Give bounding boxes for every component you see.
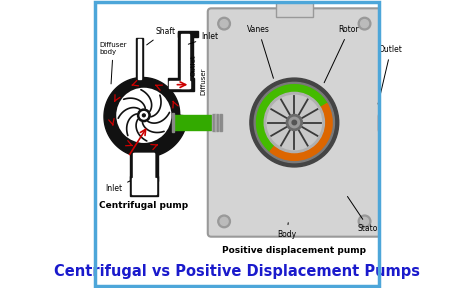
Polygon shape bbox=[380, 114, 381, 131]
Text: Stator: Stator bbox=[347, 196, 381, 233]
Polygon shape bbox=[382, 114, 383, 131]
Polygon shape bbox=[134, 153, 154, 180]
Circle shape bbox=[292, 120, 297, 125]
Text: Positive displacement pump: Positive displacement pump bbox=[222, 246, 366, 255]
Circle shape bbox=[116, 87, 172, 143]
Polygon shape bbox=[378, 114, 380, 131]
Polygon shape bbox=[129, 176, 158, 196]
Wedge shape bbox=[256, 85, 327, 151]
Circle shape bbox=[220, 20, 228, 28]
Polygon shape bbox=[219, 114, 220, 131]
Polygon shape bbox=[418, 119, 420, 126]
Text: Diffuser
body: Diffuser body bbox=[100, 42, 127, 84]
Circle shape bbox=[289, 117, 300, 128]
Text: Body: Body bbox=[277, 223, 296, 239]
Polygon shape bbox=[217, 114, 219, 131]
FancyBboxPatch shape bbox=[208, 8, 381, 237]
Bar bbox=[169, 81, 190, 88]
Polygon shape bbox=[129, 152, 158, 181]
Wedge shape bbox=[270, 104, 332, 160]
Text: Vanes: Vanes bbox=[247, 25, 273, 78]
Polygon shape bbox=[138, 39, 141, 79]
Polygon shape bbox=[178, 32, 192, 90]
Polygon shape bbox=[172, 113, 174, 132]
Polygon shape bbox=[133, 153, 155, 180]
Polygon shape bbox=[412, 115, 419, 130]
Text: Shaft: Shaft bbox=[146, 27, 175, 45]
Text: Centrifugal pump: Centrifugal pump bbox=[99, 202, 188, 211]
Circle shape bbox=[358, 215, 371, 228]
Circle shape bbox=[267, 95, 321, 150]
Polygon shape bbox=[212, 114, 213, 131]
Polygon shape bbox=[383, 114, 384, 131]
Circle shape bbox=[137, 109, 150, 122]
Text: Outlet: Outlet bbox=[191, 54, 196, 76]
Polygon shape bbox=[182, 34, 190, 88]
Bar bbox=[276, 2, 313, 17]
Polygon shape bbox=[132, 177, 155, 194]
Circle shape bbox=[286, 114, 302, 130]
Text: Diffuser: Diffuser bbox=[201, 67, 207, 95]
Polygon shape bbox=[215, 114, 217, 131]
Polygon shape bbox=[385, 114, 386, 131]
Polygon shape bbox=[378, 115, 412, 130]
Polygon shape bbox=[178, 31, 198, 37]
Polygon shape bbox=[174, 115, 210, 130]
Circle shape bbox=[142, 114, 146, 117]
Text: Inlet: Inlet bbox=[105, 181, 130, 193]
Polygon shape bbox=[387, 114, 388, 131]
Circle shape bbox=[220, 217, 228, 226]
Text: Outlet: Outlet bbox=[378, 45, 403, 104]
Bar bbox=[168, 78, 194, 91]
Text: Inlet: Inlet bbox=[188, 32, 219, 44]
Polygon shape bbox=[104, 77, 188, 157]
Polygon shape bbox=[213, 114, 215, 131]
Circle shape bbox=[264, 92, 324, 153]
Circle shape bbox=[361, 217, 369, 226]
Circle shape bbox=[358, 17, 371, 30]
Circle shape bbox=[250, 78, 339, 167]
Circle shape bbox=[361, 20, 369, 28]
Polygon shape bbox=[220, 114, 222, 131]
Text: Centrifugal vs Positive Displacement Pumps: Centrifugal vs Positive Displacement Pum… bbox=[54, 264, 420, 279]
Circle shape bbox=[218, 17, 230, 30]
Circle shape bbox=[140, 112, 147, 119]
Text: Rotor: Rotor bbox=[324, 25, 359, 83]
Circle shape bbox=[254, 82, 335, 163]
Polygon shape bbox=[136, 38, 143, 79]
Circle shape bbox=[218, 215, 230, 228]
